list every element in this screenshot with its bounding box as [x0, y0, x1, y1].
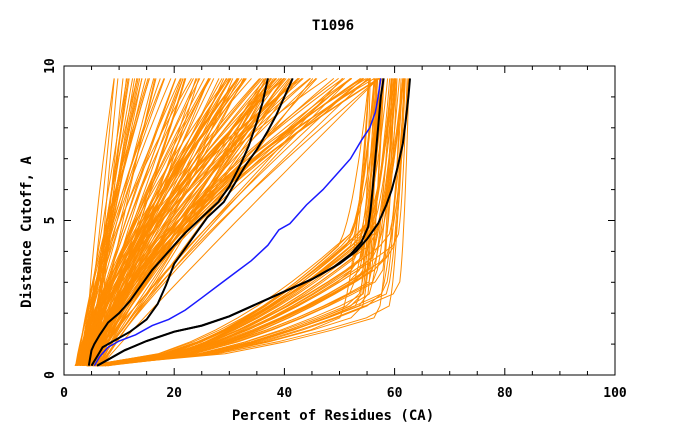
x-tick-label: 0 — [60, 386, 68, 401]
orange-curve — [99, 78, 393, 367]
orange-curve — [98, 78, 410, 367]
orange-curve — [81, 78, 115, 366]
orange-curve — [102, 78, 391, 367]
orange-curve — [95, 78, 396, 367]
orange-curve — [100, 78, 378, 367]
orange-curve — [94, 78, 396, 367]
orange-curve — [102, 78, 382, 367]
orange-curve — [82, 78, 311, 366]
x-tick-label: 40 — [277, 386, 293, 401]
series-line-blue-2 — [93, 78, 382, 367]
series-line-black-0 — [87, 78, 269, 366]
y-axis-ticks: 0 5 10 — [43, 58, 615, 379]
orange-curve — [103, 78, 389, 367]
orange-curve — [89, 78, 370, 367]
x-tick-label: 20 — [166, 386, 182, 401]
chart-title: T1096 — [312, 18, 354, 34]
orange-curve — [101, 78, 379, 367]
orange-curve — [86, 78, 405, 367]
orange-curve-bundle — [74, 77, 410, 367]
orange-curve — [107, 78, 371, 367]
orange-curve — [77, 78, 150, 366]
orange-curve — [93, 78, 299, 366]
orange-curve — [100, 78, 351, 366]
orange-curve — [105, 78, 404, 367]
orange-curve — [83, 78, 155, 366]
orange-curve — [90, 77, 363, 366]
orange-curve — [95, 78, 182, 366]
orange-curve — [93, 78, 364, 366]
x-tick-label: 60 — [387, 386, 403, 401]
orange-curve — [97, 78, 293, 366]
x-tick-label: 80 — [497, 386, 513, 401]
orange-curve — [79, 78, 192, 366]
orange-curve — [101, 78, 370, 367]
orange-curve — [81, 78, 285, 366]
orange-curve — [99, 78, 393, 367]
orange-curve — [95, 78, 395, 367]
y-tick-label: 5 — [43, 217, 58, 225]
orange-curve — [96, 78, 345, 366]
orange-curve — [93, 78, 300, 366]
x-axis-ticks: 0 20 40 60 80 100 — [60, 66, 627, 401]
orange-curve — [78, 78, 128, 366]
x-axis-label: Percent of Residues (CA) — [232, 408, 434, 424]
orange-curve — [101, 78, 335, 366]
y-tick-label: 0 — [43, 371, 58, 379]
orange-curve — [81, 78, 303, 366]
orange-curve — [84, 78, 278, 366]
highlighted-series — [87, 77, 411, 367]
series-line-black-4 — [96, 78, 411, 367]
orange-curve — [99, 78, 380, 366]
orange-curve — [93, 77, 380, 366]
orange-curve — [100, 78, 369, 366]
x-tick-label: 100 — [603, 386, 627, 401]
series-line-black-1 — [90, 77, 294, 367]
y-tick-label: 10 — [43, 58, 58, 74]
y-axis-label: Distance Cutoff, A — [19, 156, 35, 308]
